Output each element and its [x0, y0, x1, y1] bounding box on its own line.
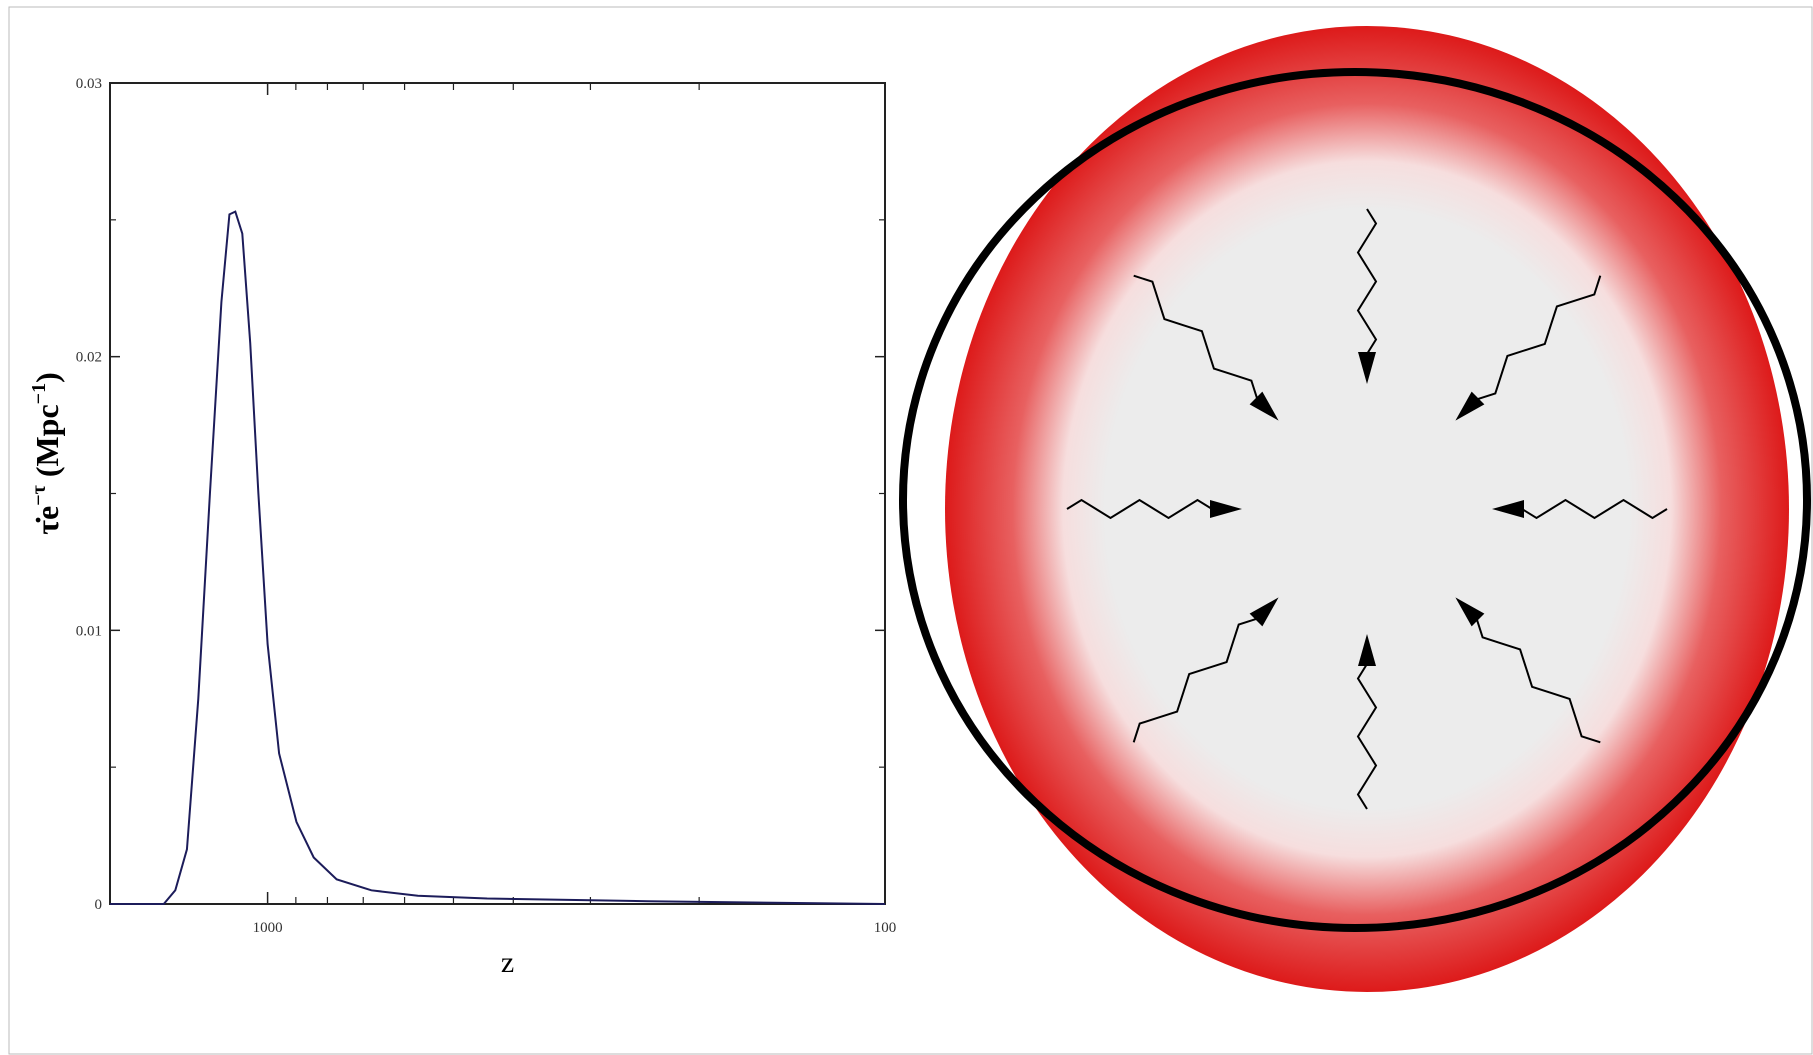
- photon-path: [1132, 617, 1258, 743]
- photon-arrowhead: [1358, 634, 1376, 666]
- y-tick-label: 0.02: [76, 350, 102, 366]
- photon-path: [1356, 663, 1378, 810]
- photon-arrowhead: [1249, 597, 1279, 627]
- photon-arrowhead: [1249, 391, 1279, 421]
- photon-arrowhead: [1455, 391, 1485, 421]
- photon-path: [1133, 274, 1259, 400]
- y-axis-label-part: τ̇e: [29, 506, 65, 535]
- y-tick-label: 0: [95, 897, 103, 913]
- visibility-curve: [110, 210, 886, 905]
- y-axis-label: τ̇e−τ (Mpc−1): [28, 372, 65, 535]
- x-tick-label: 100: [874, 920, 897, 936]
- plot-frame: [109, 82, 886, 905]
- photon-arrowhead: [1492, 500, 1524, 518]
- y-tick-label: 0.03: [76, 76, 102, 92]
- y-tick-label: 0.01: [76, 623, 102, 639]
- last-scattering-diagram: [899, 26, 1811, 992]
- photon-arrowhead: [1210, 500, 1242, 518]
- horizon-circle: [899, 68, 1811, 932]
- photon-arrowhead: [1455, 597, 1485, 627]
- page-border: [8, 6, 1813, 1055]
- y-axis-label-part: ): [29, 372, 65, 383]
- photon-path: [1476, 275, 1602, 401]
- scattering-shell: [945, 26, 1789, 992]
- y-axis-label-superscript: −τ: [28, 485, 50, 506]
- photon-path: [1066, 498, 1213, 520]
- photon-path: [1521, 498, 1668, 520]
- y-axis-label-superscript: −1: [28, 383, 50, 404]
- plot: 0 0.01 0.02 0.03 1000 100 z τ̇e−τ (Mpc−1): [28, 76, 896, 979]
- photon-arrowhead: [1358, 352, 1376, 384]
- photon-path: [1475, 618, 1601, 744]
- x-tick-label: 1000: [253, 920, 283, 936]
- photon-path: [1356, 208, 1378, 355]
- x-axis-label: z: [501, 946, 514, 979]
- y-axis-label-part: (Mpc: [29, 404, 65, 485]
